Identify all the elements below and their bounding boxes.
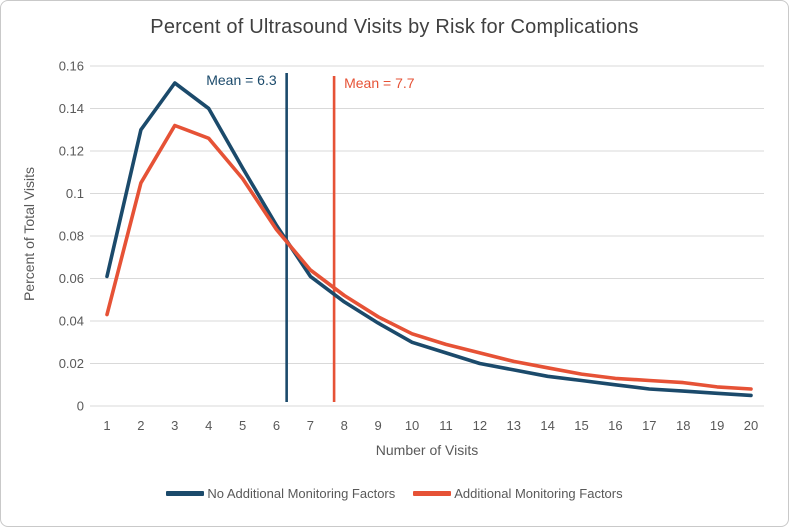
y-tick-label: 0.08 — [59, 229, 84, 244]
x-tick-label: 6 — [273, 418, 280, 433]
x-tick-label: 18 — [676, 418, 690, 433]
x-axis-title: Number of Visits — [375, 442, 479, 458]
x-tick-label: 1 — [103, 418, 110, 433]
legend-swatch-navy-line — [166, 491, 205, 496]
mean-annotation-navy: Mean = 6.3 — [206, 72, 277, 88]
x-tick-label: 15 — [574, 418, 588, 433]
legend: No Additional Monitoring Factors Additio… — [1, 486, 788, 501]
y-tick-label: 0.16 — [59, 59, 84, 74]
y-tick-label: 0.1 — [66, 186, 84, 201]
x-tick-label: 3 — [171, 418, 178, 433]
y-tick-label: 0.06 — [59, 271, 84, 286]
legend-item-additional-monitoring: Additional Monitoring Factors — [413, 486, 623, 501]
legend-swatch-red-line — [413, 491, 452, 496]
y-tick-label: 0.04 — [59, 314, 84, 329]
legend-item-no-additional-monitoring: No Additional Monitoring Factors — [166, 486, 395, 501]
legend-label: No Additional Monitoring Factors — [207, 486, 396, 501]
chart-title: Percent of Ultrasound Visits by Risk for… — [150, 16, 639, 38]
x-tick-label: 8 — [341, 418, 348, 433]
x-tick-label: 5 — [239, 418, 246, 433]
x-tick-label: 16 — [608, 418, 622, 433]
x-tick-label: 2 — [137, 418, 144, 433]
series-line-no-additional-monitoring — [105, 81, 753, 398]
x-tick-label: 13 — [507, 418, 521, 433]
x-tick-label: 20 — [744, 418, 758, 433]
x-tick-label: 11 — [439, 418, 453, 433]
x-tick-label: 19 — [710, 418, 724, 433]
x-tick-label: 9 — [375, 418, 382, 433]
x-tick-label: 10 — [405, 418, 419, 433]
y-tick-label: 0.14 — [59, 101, 84, 116]
x-tick-label: 17 — [642, 418, 656, 433]
y-tick-label: 0 — [77, 399, 84, 414]
y-tick-label: 0.02 — [59, 356, 84, 371]
x-tick-label: 4 — [205, 418, 212, 433]
y-tick-label: 0.12 — [59, 144, 84, 159]
x-tick-label: 7 — [307, 418, 314, 433]
legend-label: Additional Monitoring Factors — [454, 486, 623, 501]
series-line-additional-monitoring — [105, 123, 753, 391]
x-tick-label: 14 — [540, 418, 554, 433]
mean-annotation-red: Mean = 7.7 — [344, 75, 415, 91]
y-axis-title: Percent of Total Visits — [21, 166, 37, 302]
x-tick-label: 12 — [473, 418, 487, 433]
